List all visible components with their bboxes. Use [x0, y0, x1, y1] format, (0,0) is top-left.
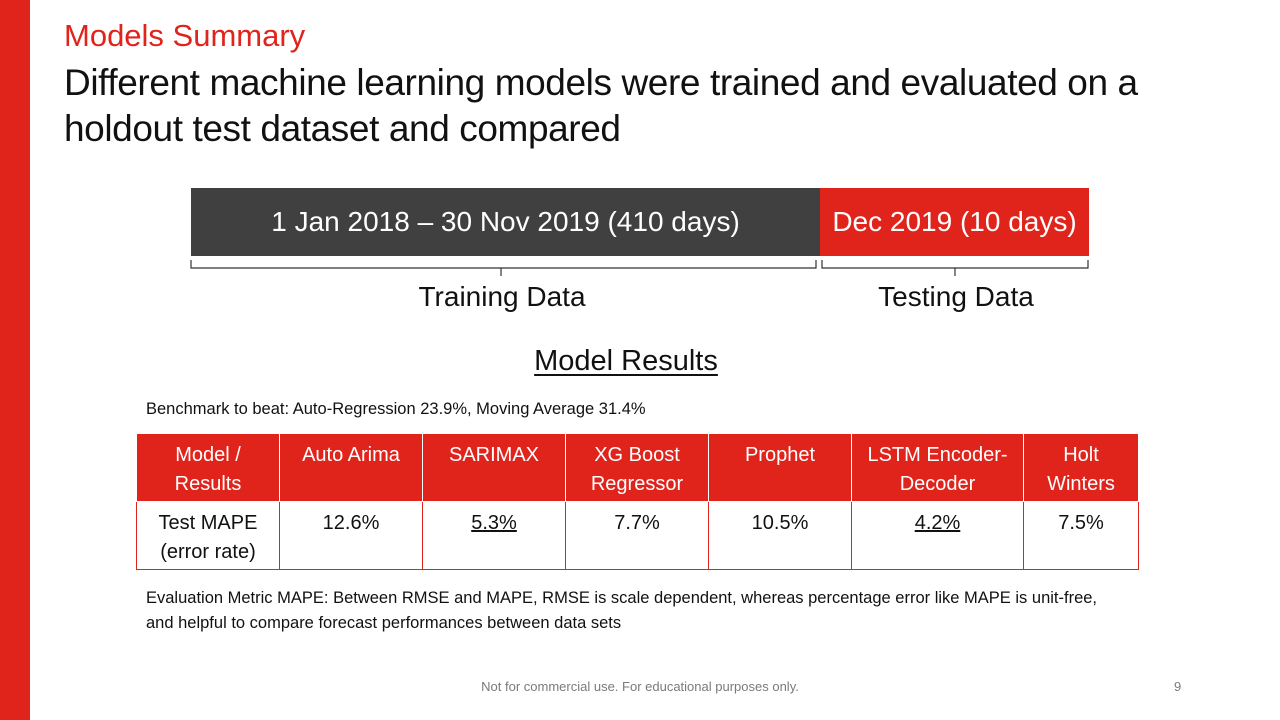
testing-brace — [821, 260, 1089, 276]
row-label-cell: Test MAPE (error rate) — [136, 501, 280, 570]
value-cell: 5.3% — [422, 501, 566, 570]
training-period-bar: 1 Jan 2018 – 30 Nov 2019 (410 days) — [191, 188, 820, 256]
header-cell: Prophet — [708, 433, 852, 502]
period-braces — [190, 260, 1089, 276]
table-row: Test MAPE (error rate) 12.6% 5.3% 7.7% 1… — [136, 501, 1139, 570]
value-cell: 4.2% — [851, 501, 1024, 570]
header-cell: Model / Results — [136, 433, 280, 502]
slide-headline: Different machine learning models were t… — [64, 62, 1138, 149]
side-accent-bar — [0, 0, 30, 720]
testing-data-label: Testing Data — [878, 281, 1034, 312]
header-cell: Holt Winters — [1023, 433, 1139, 502]
training-data-label: Training Data — [418, 281, 586, 312]
training-brace — [190, 260, 817, 276]
header-cell: XG Boost Regressor — [565, 433, 709, 502]
value-cell: 12.6% — [279, 501, 423, 570]
slide-kicker: Models Summary — [64, 18, 306, 53]
results-title: Model Results — [534, 345, 718, 377]
evaluation-metric-note: Evaluation Metric MAPE: Between RMSE and… — [146, 589, 1098, 632]
benchmark-note: Benchmark to beat: Auto-Regression 23.9%… — [146, 400, 646, 418]
header-cell: Auto Arima — [279, 433, 423, 502]
header-cell: SARIMAX — [422, 433, 566, 502]
value-cell: 7.5% — [1023, 501, 1139, 570]
page-number: 9 — [1174, 679, 1182, 694]
table-header-row: Model / Results Auto Arima SARIMAX XG Bo… — [136, 433, 1139, 502]
testing-period-bar: Dec 2019 (10 days) — [820, 188, 1089, 256]
model-results-table: Model / Results Auto Arima SARIMAX XG Bo… — [136, 433, 1139, 570]
header-cell: LSTM Encoder-Decoder — [851, 433, 1024, 502]
value-cell: 7.7% — [565, 501, 709, 570]
footer-disclaimer: Not for commercial use. For educational … — [481, 679, 799, 694]
value-cell: 10.5% — [708, 501, 852, 570]
